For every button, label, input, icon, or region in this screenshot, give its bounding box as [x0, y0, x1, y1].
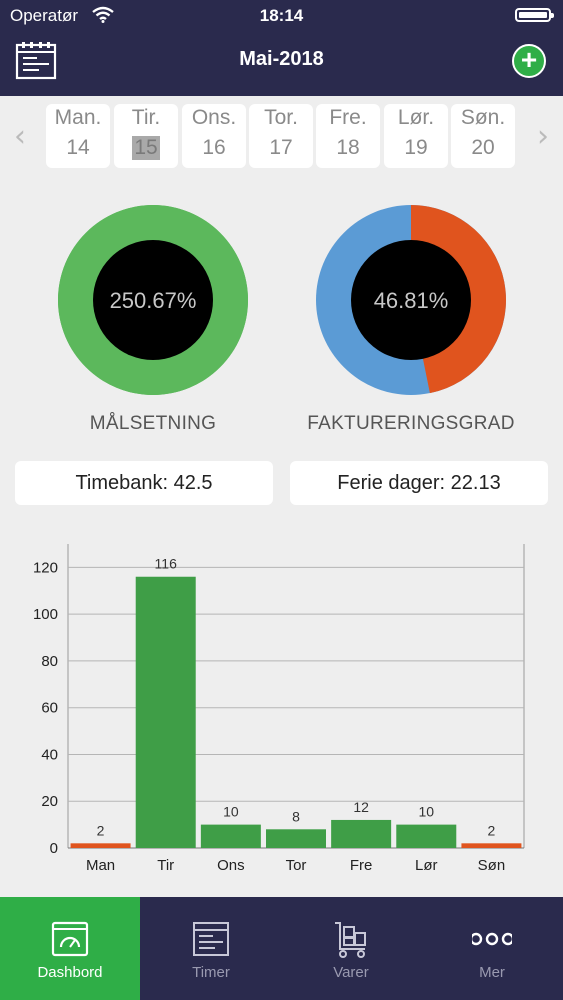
bar-fre — [331, 819, 392, 848]
bar-lør — [396, 824, 457, 848]
clock: 18:14 — [259, 6, 304, 25]
day-name: Fre. — [329, 106, 367, 129]
bar-tor — [266, 829, 326, 848]
x-tick-label: Man — [86, 857, 115, 874]
timebank-card: Timebank: 42.5 — [15, 461, 273, 505]
carrier-name: Operatør — [10, 6, 79, 25]
y-tick-label: 100 — [33, 606, 58, 623]
y-tick-label: 80 — [41, 653, 58, 670]
day-cell[interactable]: Lør. 19 — [384, 104, 448, 168]
day-date: 15 — [132, 136, 160, 160]
bar-value-label: 116 — [155, 556, 178, 572]
x-tick-label: Ons — [217, 857, 245, 874]
day-name: Tor. — [264, 106, 298, 129]
day-date: 19 — [404, 136, 428, 159]
navigation-bar: Mai-2018 + — [0, 30, 563, 96]
x-tick-label: Fre — [350, 857, 373, 874]
day-date: 17 — [269, 136, 293, 159]
tab-label: Mer — [479, 964, 505, 981]
day-cell[interactable]: Tir. 15 — [114, 104, 178, 168]
bar-ons — [200, 824, 261, 848]
day-cell[interactable]: Tor. 17 — [249, 104, 313, 168]
status-bar: Operatør 18:14 — [0, 0, 563, 30]
tab-varer[interactable]: Varer — [281, 897, 421, 1000]
chevron-left-icon[interactable]: ‹ — [14, 119, 26, 154]
day-cell[interactable]: Søn. 20 — [451, 104, 515, 168]
tab-label: Dashbord — [37, 964, 103, 981]
timesheet-icon — [191, 919, 231, 959]
hours-bar-chart: 0 20 40 60 80 100 120 2 Man 116 Tir 10 Ons 8 Tor 12 Fre 1… — [33, 544, 525, 874]
bar-value-label: 10 — [418, 804, 434, 820]
add-button[interactable]: + — [512, 44, 546, 78]
x-tick-label: Søn — [478, 857, 506, 874]
day-date: 20 — [471, 136, 495, 159]
y-tick-label: 0 — [50, 840, 58, 857]
y-tick-label: 40 — [41, 746, 58, 763]
x-tick-label: Tir — [157, 857, 174, 874]
day-name: Tir. — [131, 106, 161, 129]
day-date: 18 — [336, 136, 360, 159]
page-title: Mai-2018 — [239, 48, 324, 70]
wifi-icon — [92, 6, 114, 28]
gauge-center — [93, 240, 213, 360]
bar-value-label: 8 — [292, 808, 300, 824]
week-selector: ‹ Man. 14 Tir. 15 Ons. 16 Tor. 17 Fre. 18 Lør. 19 Sø… — [0, 96, 563, 182]
day-cell[interactable]: Ons. 16 — [182, 104, 246, 168]
tab-timer[interactable]: Timer — [141, 897, 281, 1000]
calendar-icon[interactable] — [15, 42, 57, 80]
day-date: 16 — [202, 136, 226, 159]
timebank-text: Timebank: 42.5 — [75, 472, 213, 494]
gauge-label: MÅLSETNING — [89, 413, 217, 434]
bar-søn — [461, 843, 522, 848]
x-tick-label: Tor — [286, 857, 307, 874]
day-cell[interactable]: Man. 14 — [46, 104, 110, 168]
gauge-value: 46.81% — [374, 288, 449, 313]
day-name: Lør. — [397, 106, 435, 129]
bar-value-label: 12 — [353, 799, 369, 815]
day-name: Søn. — [460, 106, 506, 129]
battery-icon — [515, 8, 554, 22]
tab-bar: Dashbord Timer Varer — [0, 897, 563, 1000]
gauge-label: FAKTURERINGSGRAD — [307, 413, 515, 434]
gauge-center — [351, 240, 471, 360]
tab-mer[interactable]: Mer — [421, 897, 563, 1000]
dashboard-icon — [50, 919, 90, 959]
x-tick-label: Lør — [415, 857, 438, 874]
bar-value-label: 2 — [488, 822, 496, 838]
day-name: Man. — [54, 106, 102, 129]
bar-man — [70, 843, 131, 848]
cart-icon — [331, 919, 371, 959]
vacation-days-card: Ferie dager: 22.13 — [290, 461, 548, 505]
goal-gauge: 250.67% — [58, 205, 248, 395]
bar-value-label: 10 — [223, 804, 239, 820]
tab-label: Timer — [192, 964, 230, 981]
billing-rate-gauge: 46.81% — [316, 205, 507, 395]
gauge-value: 250.67% — [110, 288, 197, 313]
day-date: 14 — [66, 136, 90, 159]
y-tick-label: 60 — [41, 700, 58, 717]
plus-icon: + — [520, 44, 538, 75]
y-tick-label: 120 — [33, 559, 58, 576]
chevron-right-icon[interactable]: › — [537, 119, 549, 154]
y-tick-label: 20 — [41, 793, 58, 810]
day-cell[interactable]: Fre. 18 — [316, 104, 380, 168]
tab-dashbord[interactable]: Dashbord — [0, 897, 140, 1000]
vacation-days-text: Ferie dager: 22.13 — [337, 472, 501, 494]
bar-tir — [135, 576, 196, 848]
tab-label: Varer — [333, 964, 369, 981]
more-icon — [469, 919, 515, 959]
bar-value-label: 2 — [97, 822, 105, 838]
day-name: Ons. — [191, 106, 237, 129]
